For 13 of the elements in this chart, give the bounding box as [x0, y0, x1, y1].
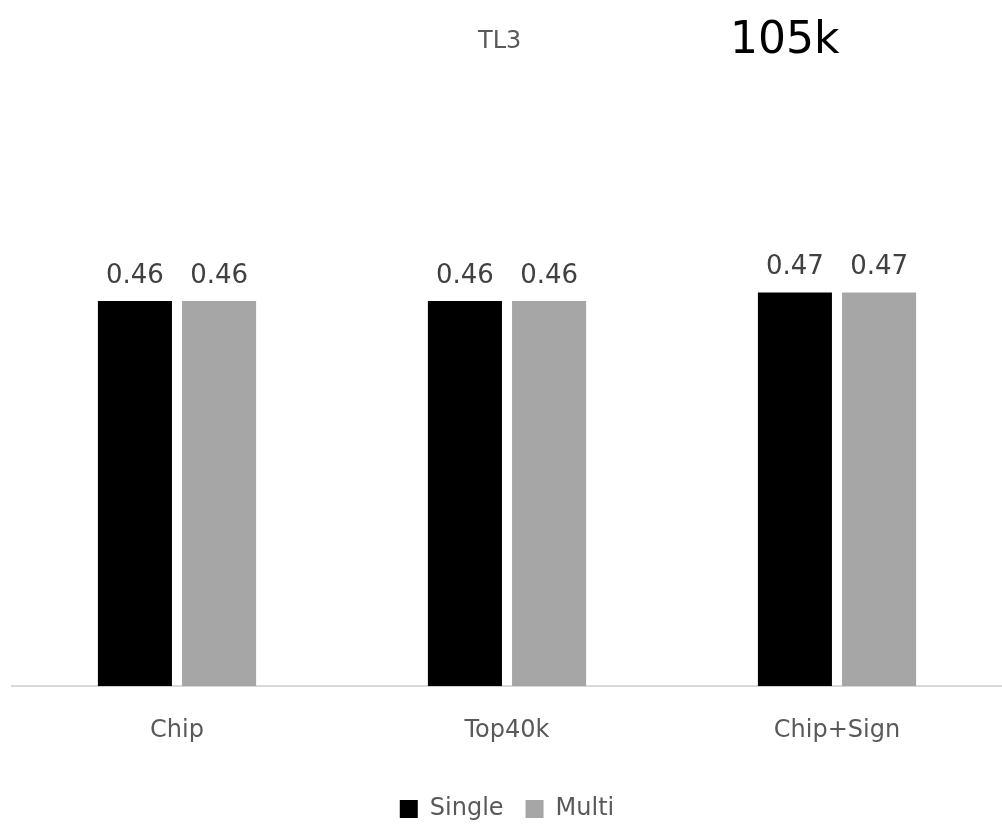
- x-tick-label: Chip+Sign: [773, 714, 901, 743]
- chart-subtitle: 105k: [730, 12, 840, 63]
- data-label: 0.46: [190, 258, 249, 289]
- data-label: 0.46: [520, 258, 579, 289]
- data-label: 0.46: [435, 258, 494, 289]
- x-tick-label: Chip: [150, 714, 204, 743]
- legend-label: Multi: [555, 793, 615, 822]
- legend-label: Single: [429, 793, 504, 822]
- x-tick-label: Top40k: [463, 714, 550, 743]
- data-label: 0.47: [850, 250, 909, 281]
- data-label: 0.47: [765, 250, 824, 281]
- data-label: 0.46: [105, 258, 164, 289]
- chart-title: TL3: [478, 26, 522, 54]
